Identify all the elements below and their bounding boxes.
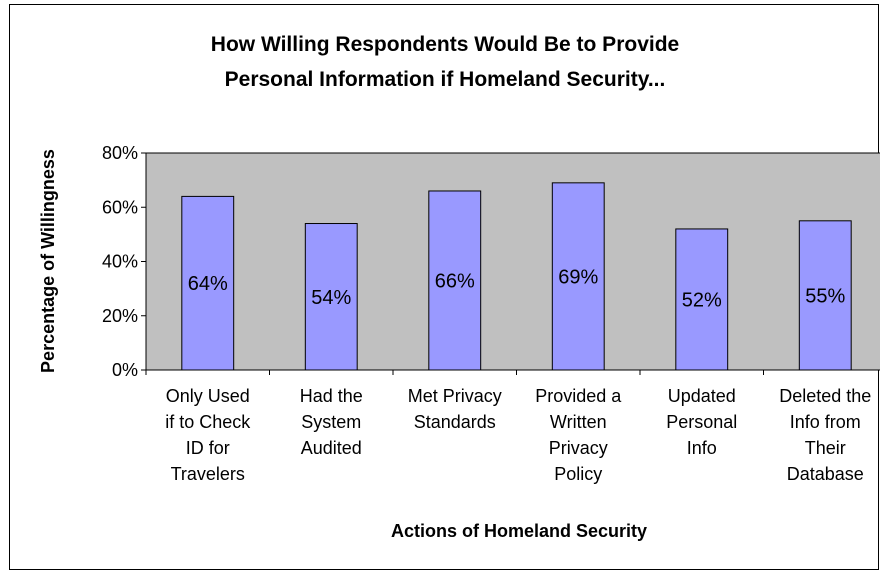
x-category-label: Policy: [554, 464, 602, 484]
x-category-label: Updated: [668, 386, 736, 406]
y-tick-label: 0%: [112, 360, 138, 380]
x-axis-title: Actions of Homeland Security: [391, 521, 647, 541]
x-category-label: Personal: [666, 412, 737, 432]
x-category-label: Database: [787, 464, 864, 484]
x-category-label: if to Check: [165, 412, 251, 432]
x-category-label: Met Privacy: [408, 386, 502, 406]
y-tick-label: 40%: [102, 252, 138, 272]
chart-canvas: How Willing Respondents Would Be to Prov…: [38, 33, 880, 541]
x-category-label: Info: [687, 438, 717, 458]
bar: [304, 223, 358, 371]
bar: [551, 182, 605, 371]
x-category-label: Privacy: [549, 438, 608, 458]
x-category-label: Only Used: [166, 386, 250, 406]
bar-data-label: 64%: [188, 273, 228, 295]
x-category-label: Their: [805, 438, 846, 458]
bar: [798, 220, 852, 371]
plot-area: 0% 20% 40% 60% 80% 64% Only Used if to Check ID …: [102, 143, 880, 484]
x-category-label: ID for: [186, 438, 230, 458]
x-category-label: Audited: [301, 438, 362, 458]
y-tick-label: 80%: [102, 143, 138, 163]
x-category-label: Deleted the: [779, 386, 871, 406]
chart-title-line-1: How Willing Respondents Would Be to Prov…: [211, 33, 679, 56]
bar-data-label: 54%: [311, 287, 351, 309]
x-category-label: Provided a: [535, 386, 622, 406]
bar-data-label: 69%: [558, 266, 598, 288]
x-category-label: Info from: [790, 412, 861, 432]
bar-data-label: 52%: [682, 289, 722, 311]
x-category-label: Standards: [414, 412, 496, 432]
x-category-label: System: [301, 412, 361, 432]
chart-frame: How Willing Respondents Would Be to Prov…: [9, 4, 880, 570]
x-category-label: Had the: [300, 386, 363, 406]
y-tick-label: 60%: [102, 197, 138, 217]
bar: [428, 190, 482, 371]
bar-data-label: 66%: [435, 270, 475, 292]
x-category-label: Travelers: [171, 464, 245, 484]
plot-background: [145, 152, 880, 371]
bar-data-label: 55%: [805, 285, 845, 307]
bar: [181, 195, 235, 371]
y-tick-label: 20%: [102, 306, 138, 326]
bar: [675, 228, 729, 371]
chart-title-line-2: Personal Information if Homeland Securit…: [225, 68, 666, 91]
x-category-label: Written: [550, 412, 607, 432]
y-axis-title: Percentage of Willingness: [38, 149, 58, 373]
